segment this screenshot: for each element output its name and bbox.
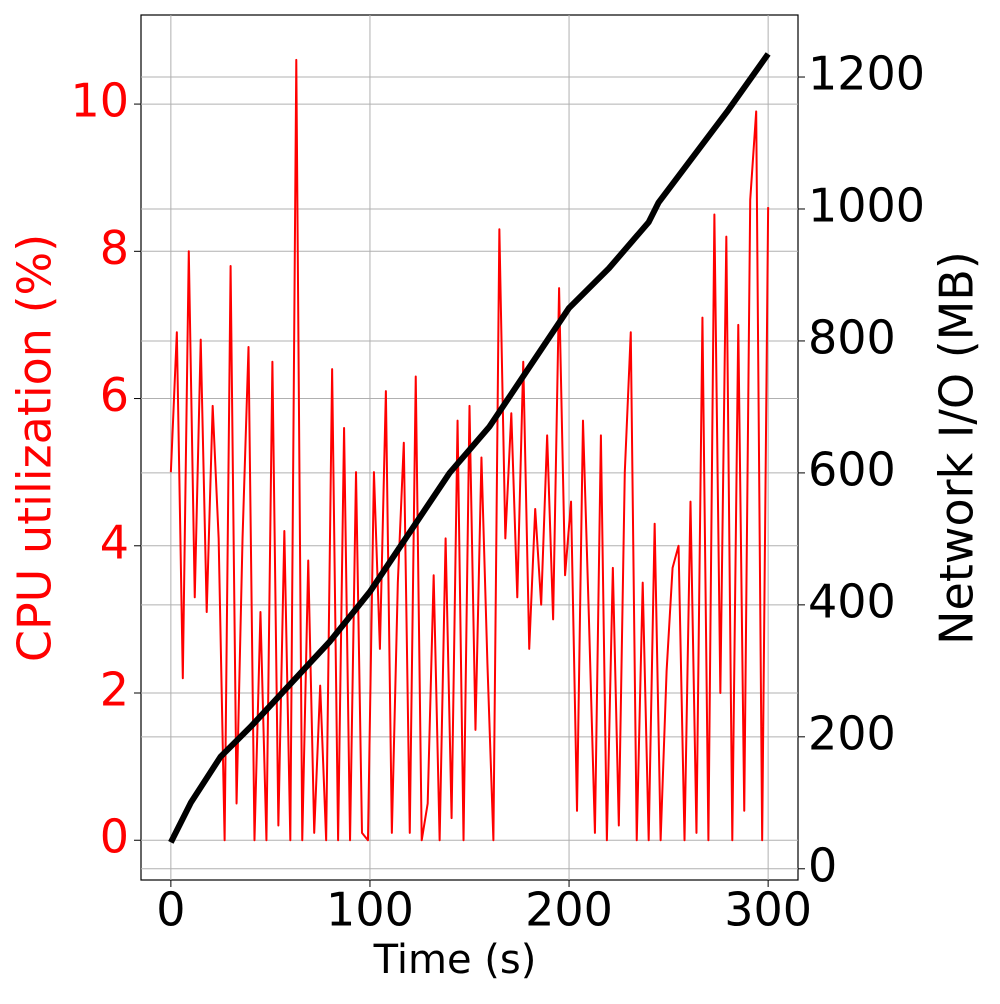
y2-tick-label: 1000 (808, 178, 925, 232)
y-tick-label: 2 (100, 663, 129, 717)
y-axis-label: CPU utilization (%) (8, 234, 62, 662)
y-tick-label: 4 (100, 515, 129, 569)
y2-tick-label: 0 (808, 838, 837, 892)
x-tick-label: 300 (724, 883, 812, 937)
x-tick-label: 200 (525, 883, 613, 937)
y-tick-label: 6 (100, 368, 129, 422)
y-tick-label: 0 (100, 810, 129, 864)
y2-tick-label: 600 (808, 442, 896, 496)
y2-tick-label: 800 (808, 310, 896, 364)
y2-tick-label: 200 (808, 706, 896, 760)
y2-axis-label: Network I/O (MB) (930, 251, 984, 645)
x-axis-label: Time (s) (373, 937, 537, 983)
marks (168, 52, 771, 844)
x-tick-label: 0 (156, 883, 185, 937)
y-tick-label: 10 (70, 74, 129, 128)
line-series (168, 52, 771, 844)
y2-tick-label: 400 (808, 574, 896, 628)
line-series (169, 58, 770, 842)
x-tick-label: 100 (326, 883, 414, 937)
y-tick-label: 8 (100, 221, 129, 275)
y2-tick-label: 1200 (808, 47, 925, 101)
